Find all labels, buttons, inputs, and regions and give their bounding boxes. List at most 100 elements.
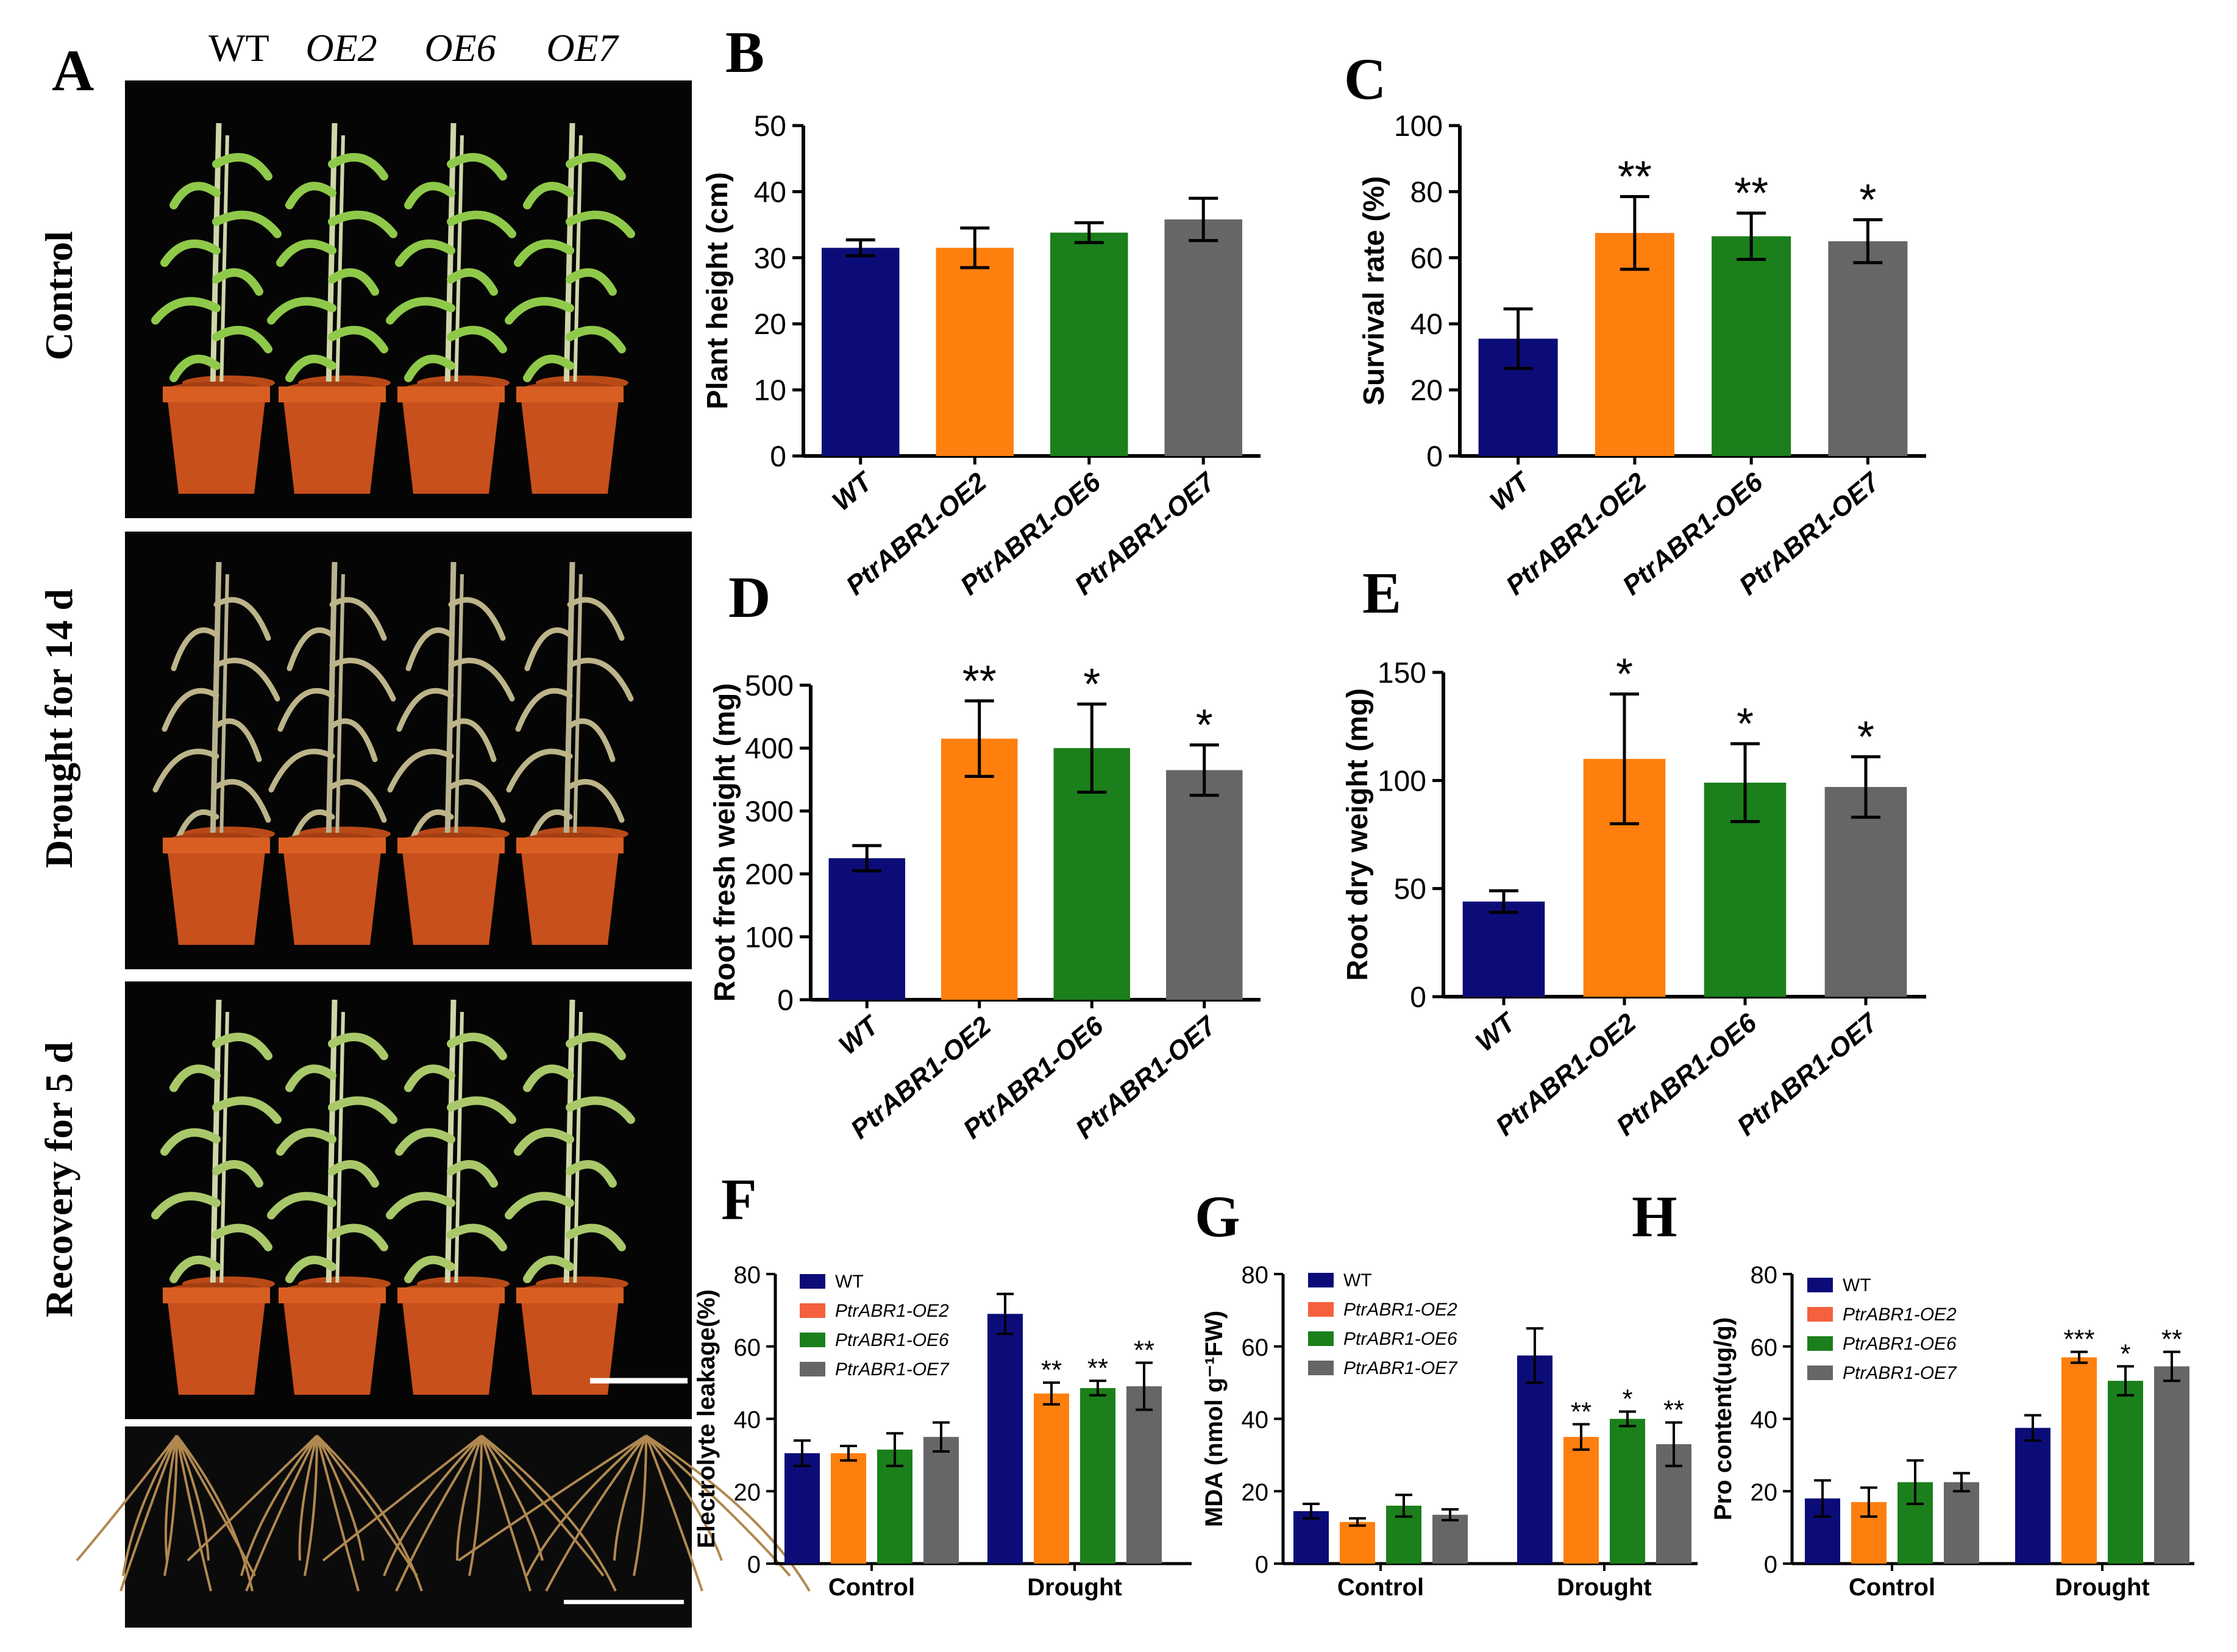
pot [520,390,620,494]
plant-leaf [523,182,574,210]
plant-leaf [566,1096,635,1124]
root-strand [163,1435,178,1576]
genotype-label: OE7 [546,26,619,69]
plant-leaf [404,182,455,210]
significance-mark: ** [1734,169,1768,218]
photo-drought [125,532,692,969]
y-tick-label: 40 [754,176,786,208]
y-tick-label: 60 [1751,1334,1778,1361]
plant-stem [219,1011,229,1292]
pot [282,1291,382,1395]
plant-stem [325,561,338,842]
pot [520,1291,620,1395]
bar [1340,1522,1375,1564]
root-strand [480,1435,532,1592]
plant-leaf [328,1160,379,1188]
pot [166,841,266,945]
plant-leaf [566,326,626,354]
significance-mark: ** [962,657,997,706]
y-axis-label: Root fresh weight (mg) [709,683,741,1002]
legend-swatch [1807,1336,1833,1351]
bar [1293,1511,1329,1564]
pot [401,1291,501,1395]
legend-label: WT [1343,1270,1372,1291]
plant-leaf [567,778,625,823]
plant-leaf [395,239,455,267]
significance-mark: ** [1571,1397,1592,1426]
legend-label: WT [835,1272,864,1292]
bar [1050,232,1128,456]
plant-leaf [515,688,573,732]
pot-band [516,838,624,853]
root-strand [457,1434,647,1562]
root-strand [245,1435,318,1592]
y-tick-label: 0 [1410,981,1426,1014]
plant-leaf [169,354,221,382]
significance-mark: * [1616,650,1633,699]
y-tick-label: 0 [1764,1551,1777,1578]
root-strand [645,1434,811,1592]
plant-leaf [566,210,635,238]
row-label: Recovery for 5 d [37,1042,80,1317]
plant-leaf [160,1128,221,1156]
plant-stem [563,999,575,1292]
x-tick-label: Drought [2055,1574,2150,1601]
x-tick-label: Control [1849,1574,1935,1601]
legend-swatch [800,1362,825,1376]
pot [401,841,501,945]
plant-leaf [447,1096,516,1124]
bar [831,1453,866,1564]
bar [1828,241,1908,456]
bar [1080,1388,1115,1564]
plant-stem [454,574,464,842]
plant-leaf [212,1033,272,1061]
plant-stem [335,1011,345,1292]
bar [1944,1482,1979,1564]
pot-band [397,1287,505,1303]
y-tick-label: 50 [1394,874,1426,906]
pot-band [279,838,386,853]
root-strand [316,1435,360,1592]
legend-label: PtrABR1-OE2 [1843,1305,1957,1325]
plant-leaf [448,597,506,641]
y-axis-label: Electrolyte leakage(%) [693,1289,720,1548]
plant-leaf [212,326,272,354]
y-tick-label: 60 [1242,1334,1269,1361]
plant-leaf [160,239,221,267]
plant-stem [219,574,229,842]
pot [282,841,382,945]
plant-leaf [404,1255,455,1283]
plant-leaf [328,153,388,181]
plant-leaf [286,627,335,671]
row-label: Control [37,231,80,360]
bar [877,1449,912,1564]
root-strand [480,1434,544,1561]
plant-leaf [447,1160,498,1188]
y-tick-label: 100 [745,922,794,954]
bar [1610,1419,1645,1564]
plant-leaf [162,688,219,732]
plant-leaf [213,718,262,763]
plant-leaf [523,1064,574,1092]
photo-control [125,80,692,518]
plant-leaf [285,1064,336,1092]
pot [166,1291,266,1395]
panel-a-letter: A [52,38,94,103]
x-tick-label: Drought [1027,1574,1122,1601]
significance-mark: ** [1663,1395,1684,1425]
plant-leaf [514,1128,574,1156]
x-tick-label: WT [833,1009,886,1061]
y-axis-label: Plant height (cm) [702,172,734,409]
legend-label: PtrABR1-OE7 [1843,1363,1957,1383]
y-tick-label: 60 [1410,243,1443,275]
plant-stem [210,561,222,842]
plant-leaf [566,1160,617,1188]
y-tick-label: 100 [1394,110,1443,143]
plant-leaf [169,182,221,210]
panel-letter: C [1344,46,1386,112]
y-axis-label: Root dry weight (mg) [1342,688,1374,981]
plant-leaf [447,268,498,296]
